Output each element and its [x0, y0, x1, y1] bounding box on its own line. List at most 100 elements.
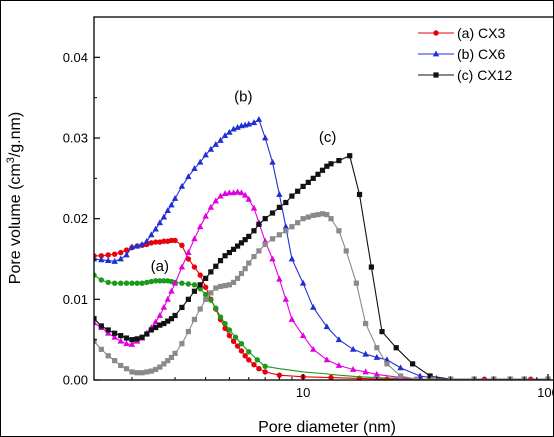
legend-swatch-marker — [433, 30, 439, 36]
data-point — [362, 368, 369, 375]
data-point — [276, 372, 283, 378]
data-point — [185, 173, 192, 180]
data-point — [157, 278, 163, 284]
data-point — [171, 195, 179, 201]
data-point — [191, 264, 198, 270]
data-point — [161, 238, 167, 244]
data-point — [323, 323, 331, 330]
data-point — [323, 356, 331, 363]
data-point — [185, 249, 192, 255]
data-point — [222, 253, 228, 259]
data-point — [261, 134, 269, 141]
data-point — [111, 257, 118, 264]
data-point — [98, 346, 104, 352]
data-point — [203, 275, 209, 281]
y-tick-label: 0.03 — [63, 131, 88, 146]
y-axis-title-part-1: Pore volume (cm — [7, 163, 24, 284]
data-point — [179, 280, 185, 286]
data-point — [168, 354, 175, 361]
data-point — [148, 231, 155, 238]
data-point — [139, 280, 145, 286]
data-point — [373, 370, 381, 377]
data-point — [393, 345, 399, 351]
data-point — [178, 263, 186, 270]
data-point — [246, 260, 252, 266]
data-point — [207, 203, 215, 210]
data-point — [118, 280, 124, 286]
data-point — [191, 288, 198, 294]
data-point — [283, 228, 289, 234]
data-point — [156, 219, 164, 226]
data-point — [319, 167, 326, 173]
data-point — [295, 188, 301, 194]
data-point — [202, 284, 209, 290]
data-point — [144, 279, 150, 286]
data-point — [269, 158, 276, 165]
data-point — [427, 373, 433, 379]
data-point — [289, 224, 295, 230]
data-point — [171, 279, 179, 286]
data-point — [217, 258, 224, 264]
data-point — [152, 239, 159, 245]
data-point — [157, 239, 163, 245]
data-point — [276, 204, 282, 210]
data-point — [353, 280, 359, 286]
data-point — [165, 318, 171, 324]
legend-entry: (c) CX12 — [418, 67, 512, 83]
data-point — [164, 207, 171, 213]
data-point — [179, 242, 185, 248]
data-point — [310, 212, 316, 219]
legend-entry: (b) CX6 — [418, 46, 505, 62]
data-point — [134, 280, 140, 286]
data-point — [283, 199, 289, 206]
data-point — [139, 370, 145, 376]
data-point — [256, 248, 262, 254]
data-point — [112, 358, 118, 364]
x-tick-label: 100 — [537, 385, 554, 400]
data-point — [343, 248, 349, 254]
data-point — [128, 243, 136, 250]
data-point — [213, 263, 219, 269]
data-point — [143, 237, 150, 244]
data-point — [410, 361, 416, 367]
data-point — [397, 373, 404, 379]
data-point — [157, 322, 163, 328]
data-point — [234, 243, 241, 249]
data-point — [98, 256, 105, 263]
data-point — [310, 175, 316, 181]
data-point — [262, 216, 268, 222]
data-point — [315, 171, 321, 177]
data-point — [368, 264, 374, 270]
data-point — [185, 281, 192, 287]
data-point — [230, 338, 237, 344]
data-point — [160, 213, 168, 220]
data-point — [262, 369, 268, 375]
data-point — [230, 279, 237, 285]
data-point — [384, 361, 390, 367]
data-point — [208, 297, 214, 303]
data-point — [328, 216, 334, 222]
data-point — [144, 331, 150, 337]
data-point — [255, 115, 263, 122]
data-point — [356, 191, 363, 198]
data-point — [94, 255, 98, 262]
data-point — [251, 228, 257, 234]
data-point — [269, 255, 276, 262]
data-point — [226, 332, 233, 339]
data-point — [123, 335, 130, 341]
data-point — [295, 220, 301, 226]
legend-label: (c) CX12 — [457, 67, 512, 83]
data-point — [379, 329, 385, 335]
data-point — [362, 350, 369, 357]
x-axis-title: Pore diameter (nm) — [258, 419, 396, 436]
data-point — [172, 350, 178, 356]
data-point — [197, 306, 203, 312]
data-point — [246, 349, 252, 355]
data-point — [373, 353, 381, 360]
series-1 — [94, 272, 268, 369]
data-point — [208, 290, 214, 296]
data-point — [129, 280, 135, 286]
y-tick-label: 0.02 — [63, 211, 88, 226]
series-annotation: (b) — [234, 89, 252, 106]
data-point — [196, 158, 204, 165]
